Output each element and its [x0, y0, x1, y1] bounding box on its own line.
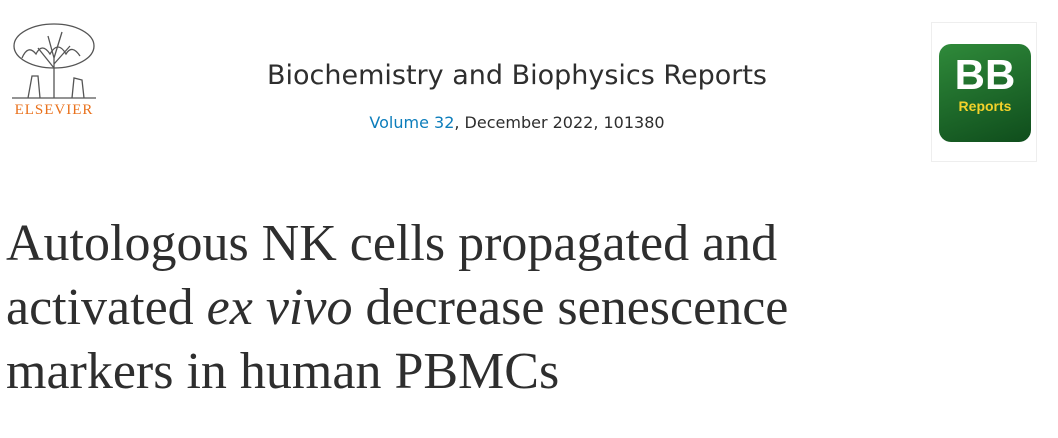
title-text: decrease senescence	[352, 279, 789, 336]
title-text: markers in human PBMCs	[6, 343, 560, 400]
issue-info: , December 2022, 101380	[454, 113, 665, 132]
journal-title[interactable]: Biochemistry and Biophysics Reports	[266, 60, 767, 91]
title-italic: ex vivo	[206, 279, 353, 336]
publisher-name: ELSEVIER	[14, 102, 94, 118]
publisher-logo[interactable]: ELSEVIER	[4, 18, 104, 119]
journal-cover[interactable]: BB Reports	[931, 22, 1037, 162]
issue-line: Volume 32, December 2022, 101380	[0, 113, 1034, 132]
elsevier-tree	[12, 23, 96, 99]
article-title: Autologous NK cells propagated and activa…	[6, 212, 788, 404]
title-text: activated	[6, 279, 207, 336]
volume-link[interactable]: Volume 32	[369, 113, 455, 132]
cover-tile: BB Reports	[939, 44, 1031, 142]
title-text: Autologous NK cells propagated and	[6, 215, 778, 272]
cover-small-text: Reports	[958, 98, 1012, 114]
cover-big-text: BB	[954, 51, 1016, 98]
